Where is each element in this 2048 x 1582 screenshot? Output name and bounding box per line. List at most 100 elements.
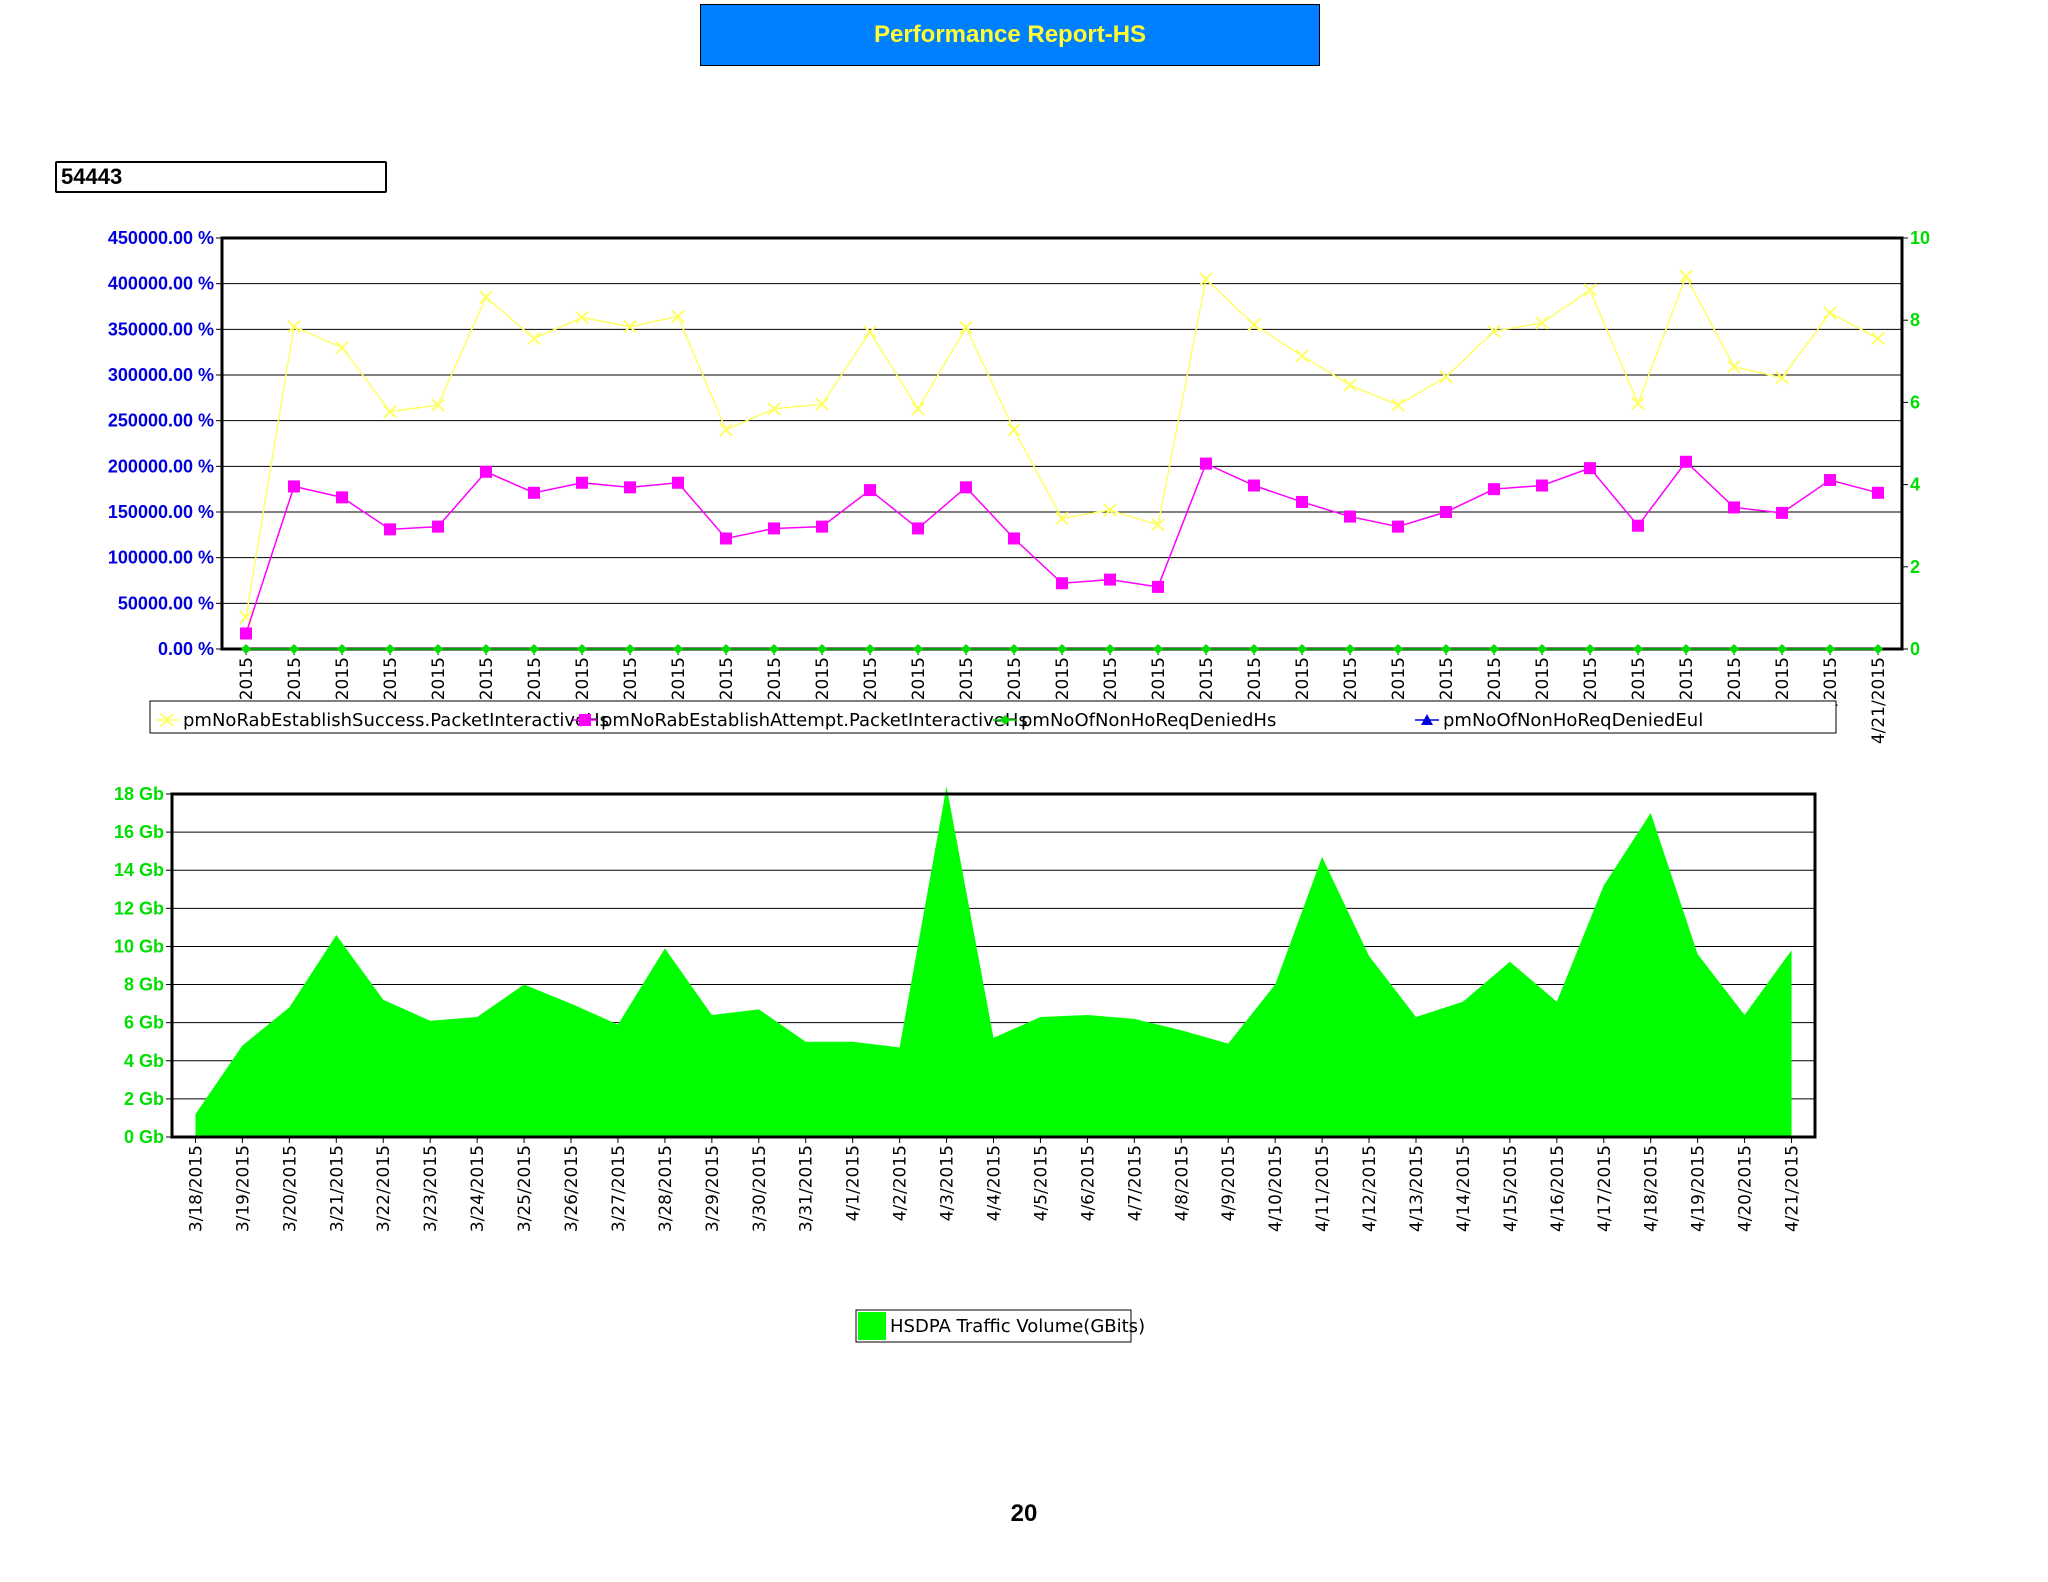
y-right-tick-label: 4 [1910, 475, 1920, 495]
data-point [672, 476, 684, 489]
data-point [1633, 644, 1643, 654]
data-point [625, 644, 635, 654]
data-point [1535, 316, 1549, 330]
data-point [912, 522, 924, 535]
x-tick-label: 3/21/2015 [327, 1145, 347, 1232]
data-point [1296, 495, 1308, 508]
x-tick-label: 3/20/2015 [280, 1145, 300, 1232]
x-tick-label: 4/18/2015 [1642, 1145, 1662, 1232]
series-0 [239, 269, 1885, 624]
x-tick-label: 4/2/2015 [891, 1145, 911, 1221]
data-point [1056, 577, 1068, 590]
data-point [335, 340, 349, 355]
x-tick-label: 3/26/2015 [562, 1145, 582, 1232]
data-point [719, 423, 733, 437]
data-point [1009, 644, 1019, 654]
data-point [1823, 306, 1837, 320]
data-point [1872, 486, 1884, 499]
x-tick-label: 4/21/2015 [1869, 657, 1889, 744]
x-tick-label: 4/4/2015 [985, 1145, 1005, 1221]
x-tick-label: 4/17/2015 [1595, 1145, 1615, 1232]
data-point [287, 319, 301, 334]
data-point [1727, 360, 1741, 374]
data-point [528, 486, 540, 499]
x-tick-label: 4/15/2015 [1501, 1145, 1521, 1232]
y-tick-label: 0 Gb [124, 1127, 164, 1147]
data-point [1345, 644, 1355, 654]
data-point [1631, 396, 1645, 411]
data-point [579, 714, 591, 726]
data-point [1537, 644, 1547, 654]
data-point [1153, 644, 1163, 654]
legend-label: pmNoOfNonHoReqDeniedEul [1443, 710, 1703, 731]
x-tick-label: 3/22/2015 [374, 1145, 394, 1232]
series-1 [240, 455, 1884, 640]
data-point [1151, 518, 1165, 532]
legend-item: pmNoRabEstablishSuccess.PacketInteractiv… [155, 710, 609, 731]
y-right-tick-label: 6 [1910, 392, 1920, 412]
legend-box [855, 1309, 1132, 1343]
y-left-tick-label: 250000.00 % [108, 411, 214, 431]
x-tick-label: 4/1/2015 [844, 1145, 864, 1221]
legend-box [149, 700, 1837, 734]
y-left-tick-label: 50000.00 % [118, 593, 214, 613]
data-point [1728, 501, 1740, 514]
x-tick-label: 4/12/2015 [1360, 1145, 1380, 1232]
data-point [769, 644, 779, 654]
x-tick-label: 3/31/2015 [797, 1145, 817, 1232]
x-tick-label: 4/8/2015 [1172, 1145, 1192, 1221]
rab-establishment-chart: 0.00 %50000.00 %100000.00 %150000.00 %20… [108, 228, 1930, 744]
x-tick-label: 3/23/2015 [421, 1145, 441, 1232]
data-point [160, 713, 174, 727]
legend-item: pmNoOfNonHoReqDeniedEul [1415, 710, 1703, 731]
data-point [1343, 378, 1357, 392]
traffic-area [195, 786, 1792, 1137]
page-number: 20 [1010, 1500, 1038, 1527]
data-point [384, 523, 396, 536]
legend-swatch [858, 1312, 886, 1340]
data-point [1393, 644, 1403, 654]
y-tick-label: 16 Gb [114, 822, 164, 842]
y-left-tick-label: 200000.00 % [108, 456, 214, 476]
legend-label: pmNoRabEstablishAttempt.PacketInteractiv… [601, 710, 1028, 731]
data-point [481, 644, 491, 654]
data-point [1297, 644, 1307, 654]
x-tick-label: 4/16/2015 [1548, 1145, 1568, 1232]
data-point [240, 627, 252, 640]
x-tick-label: 3/27/2015 [609, 1145, 629, 1232]
data-point [671, 309, 685, 324]
data-point [1585, 644, 1595, 654]
data-point [1440, 506, 1452, 518]
y-left-tick-label: 300000.00 % [108, 365, 214, 385]
data-point [1000, 715, 1010, 725]
x-tick-label: 4/14/2015 [1454, 1145, 1474, 1232]
data-point [720, 532, 732, 545]
data-point [479, 290, 493, 305]
data-point [1441, 644, 1451, 654]
data-point [1873, 644, 1883, 654]
data-point [1344, 510, 1356, 523]
data-point [1055, 511, 1069, 526]
data-point [1681, 644, 1691, 654]
x-tick-label: 4/19/2015 [1689, 1145, 1709, 1232]
y-left-tick-label: 150000.00 % [108, 502, 214, 522]
data-point [1007, 423, 1021, 437]
data-point [480, 465, 492, 478]
data-point [1679, 269, 1693, 284]
data-point [1439, 370, 1453, 384]
x-tick-label: 4/10/2015 [1266, 1145, 1286, 1232]
data-point [1391, 398, 1405, 412]
data-point [911, 402, 925, 416]
data-point [241, 644, 251, 654]
y-tick-label: 14 Gb [114, 860, 164, 880]
data-point [1680, 455, 1692, 468]
data-point [1488, 483, 1500, 496]
x-tick-label: 4/5/2015 [1031, 1145, 1051, 1221]
x-tick-label: 4/9/2015 [1219, 1145, 1239, 1221]
y-tick-label: 18 Gb [114, 784, 164, 804]
data-point [1104, 573, 1116, 586]
data-point [1247, 318, 1261, 332]
legend-label: pmNoOfNonHoReqDeniedHs [1021, 710, 1276, 731]
data-point [1421, 714, 1433, 725]
y-tick-label: 8 Gb [124, 975, 164, 995]
